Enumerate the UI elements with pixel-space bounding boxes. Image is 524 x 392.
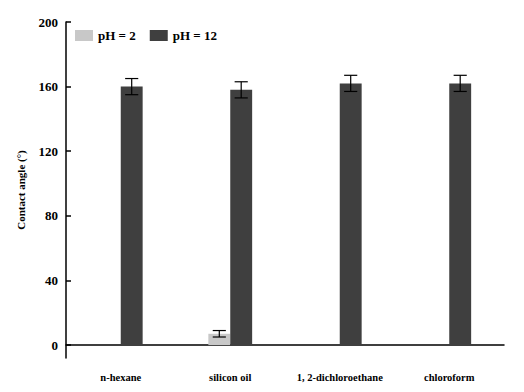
svg-text:n-hexane: n-hexane <box>100 372 141 383</box>
svg-text:Contact angle (°): Contact angle (°) <box>15 150 28 230</box>
svg-text:silicon oil: silicon oil <box>209 372 251 383</box>
svg-text:40: 40 <box>45 273 58 288</box>
svg-text:80: 80 <box>45 208 58 223</box>
svg-text:pH = 2: pH = 2 <box>98 28 136 43</box>
svg-text:200: 200 <box>39 15 59 30</box>
svg-text:120: 120 <box>39 144 59 159</box>
svg-text:1, 2-dichloroethane: 1, 2-dichloroethane <box>297 372 383 383</box>
svg-text:0: 0 <box>52 338 59 353</box>
svg-text:chloroform: chloroform <box>424 372 475 383</box>
svg-text:160: 160 <box>39 79 59 94</box>
svg-text:pH = 12: pH = 12 <box>173 28 217 43</box>
